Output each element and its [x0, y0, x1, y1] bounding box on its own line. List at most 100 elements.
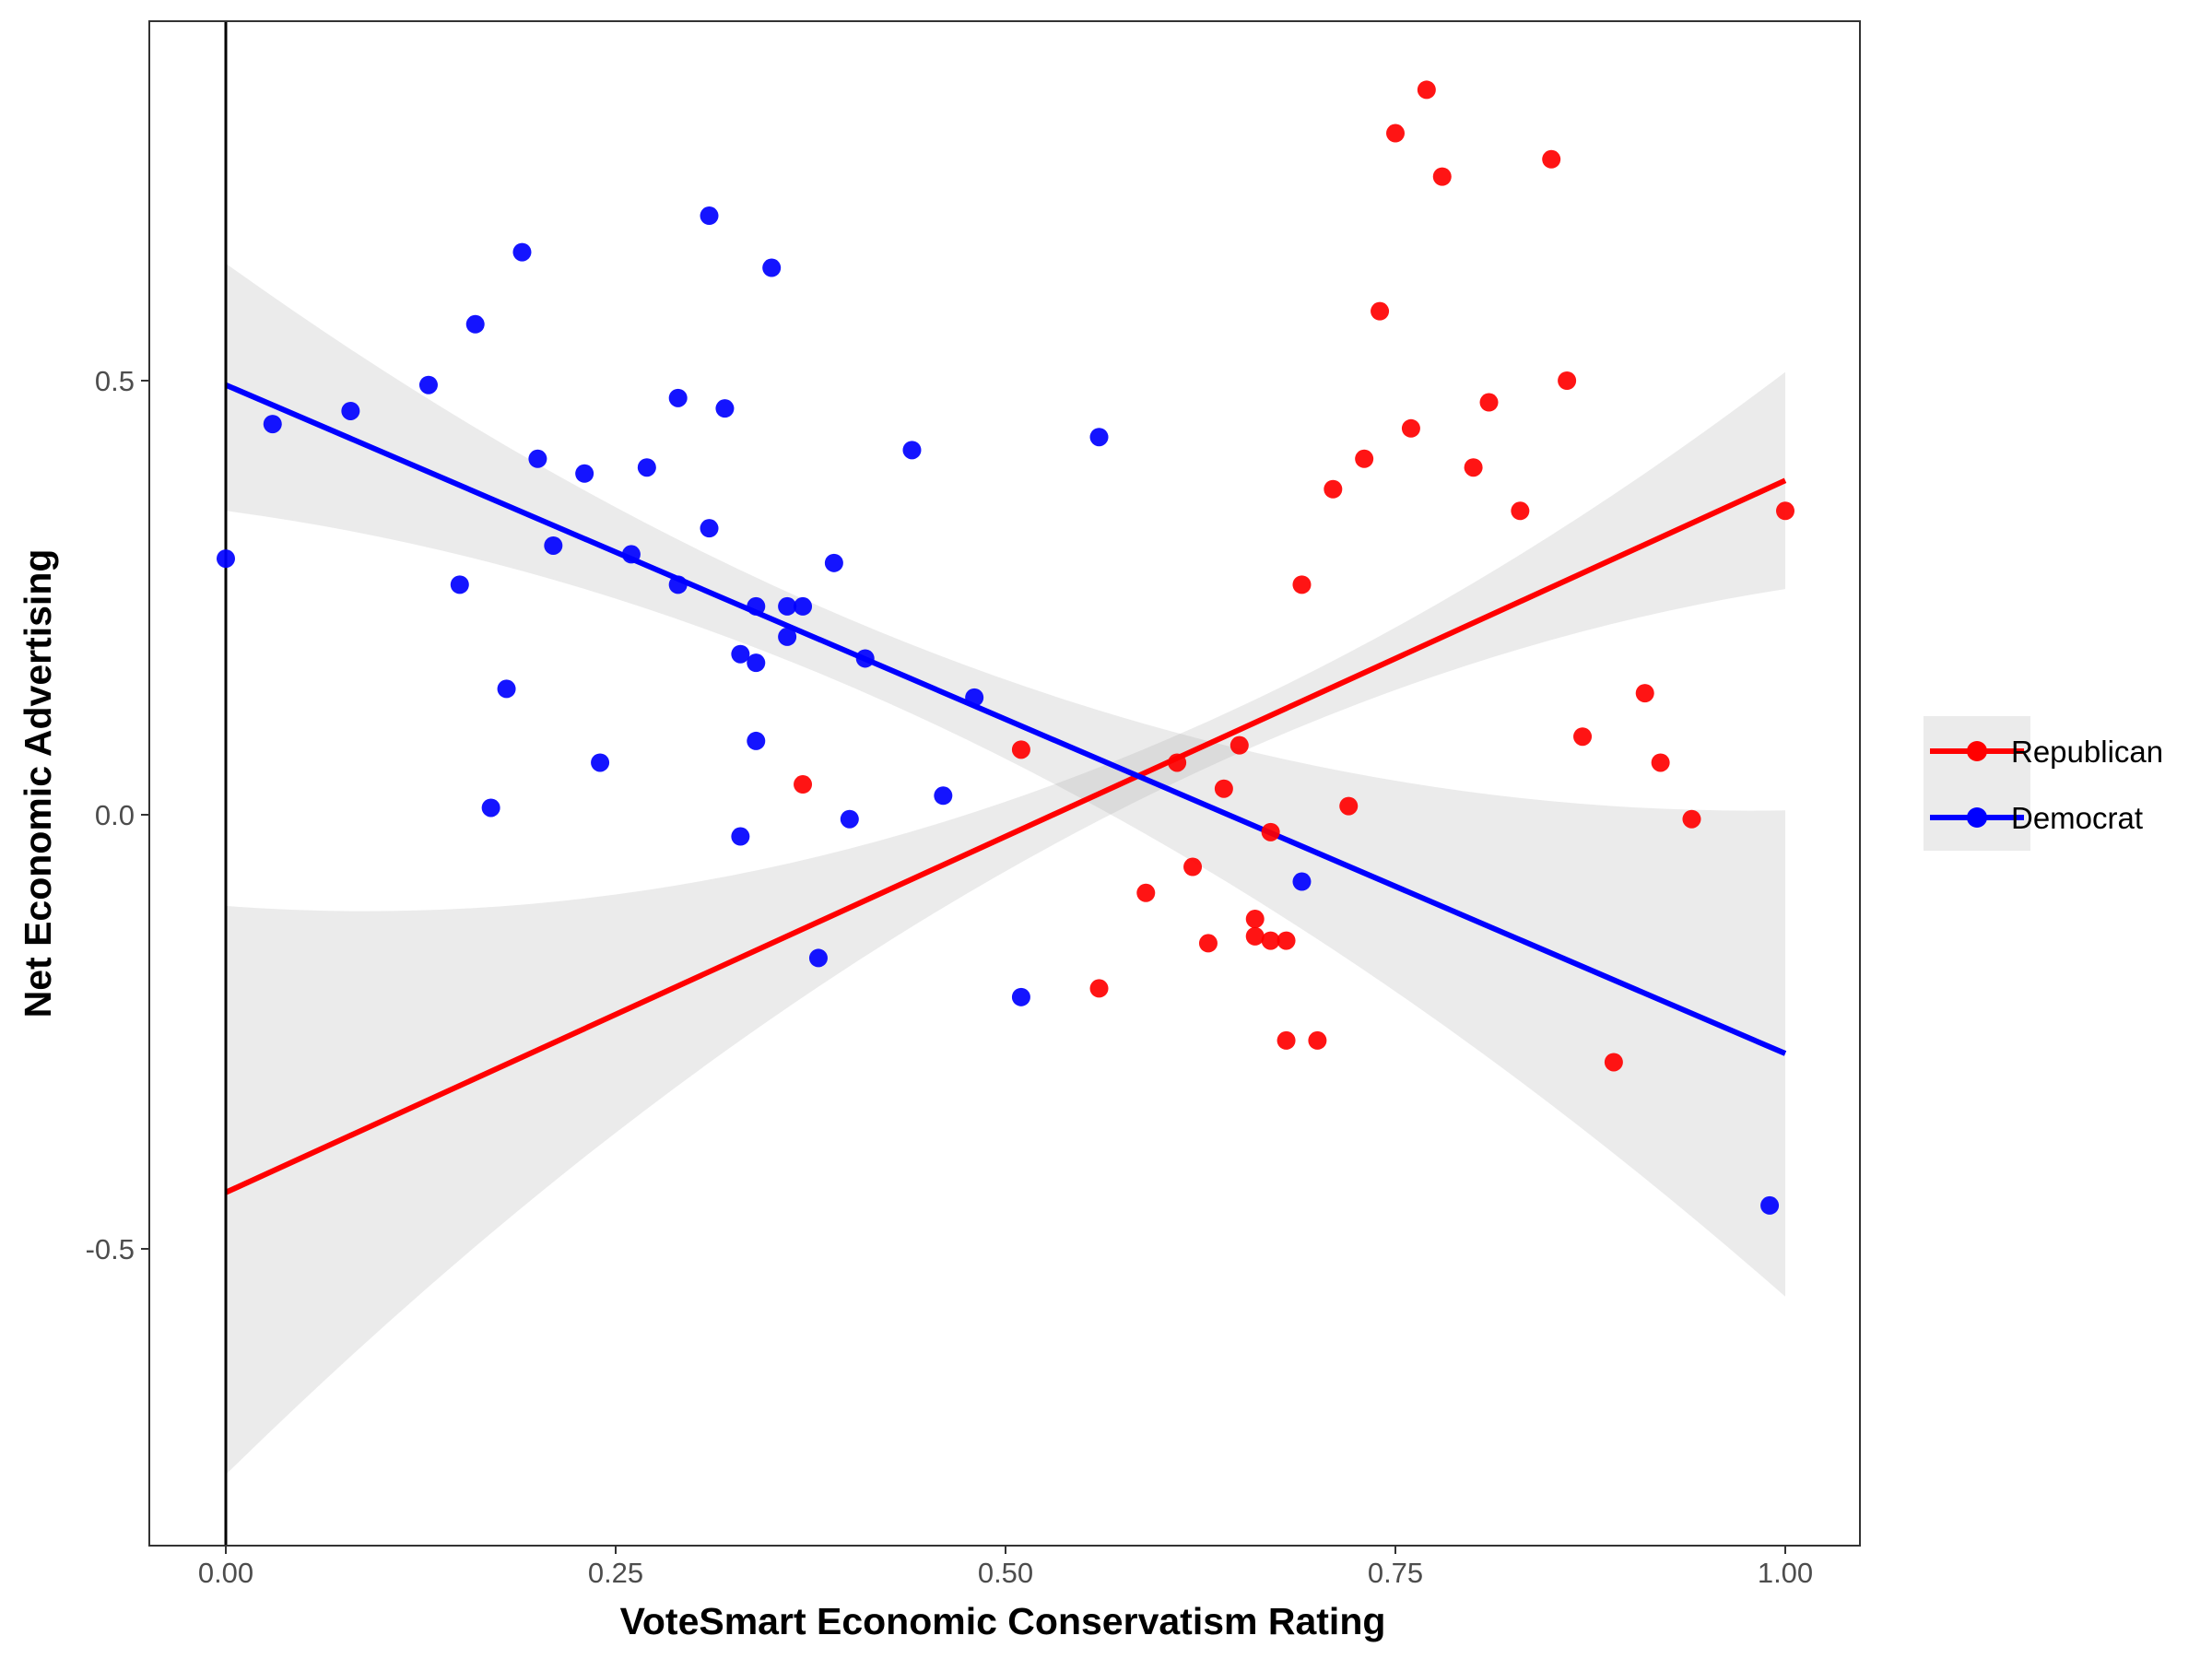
data-point-democrat	[497, 679, 516, 699]
x-tick-label: 0.50	[978, 1557, 1033, 1589]
data-point-democrat	[544, 535, 563, 555]
legend-dot-republican	[1967, 741, 1987, 761]
data-point-republican	[1573, 727, 1593, 747]
data-point-republican	[1230, 735, 1249, 755]
data-point-republican	[1245, 926, 1265, 946]
data-point-republican	[1432, 167, 1452, 186]
data-point-republican	[1292, 575, 1312, 594]
data-point-democrat	[715, 399, 735, 418]
y-tick-label: -0.5	[86, 1233, 135, 1265]
data-point-democrat	[902, 441, 922, 460]
data-point-democrat	[450, 575, 469, 594]
data-point-democrat	[700, 206, 719, 226]
data-point-democrat	[1292, 872, 1312, 891]
data-point-republican	[1386, 124, 1405, 143]
data-point-democrat	[747, 731, 766, 750]
data-point-democrat	[575, 464, 594, 483]
legend-key-background	[1924, 716, 2030, 851]
data-point-republican	[1168, 753, 1187, 772]
data-point-democrat	[528, 449, 547, 468]
data-point-republican	[1511, 501, 1530, 521]
x-tick-label: 0.25	[588, 1557, 643, 1589]
y-axis-ticks: 0.5 0.0 -0.5	[86, 365, 149, 1265]
x-axis-title: VoteSmart Economic Conservatism Rating	[620, 1600, 1386, 1642]
data-point-republican	[1558, 371, 1577, 390]
data-point-republican	[1682, 809, 1701, 829]
legend: Republican Democrat	[1924, 716, 2163, 851]
x-tick-label: 0.75	[1368, 1557, 1423, 1589]
data-point-democrat	[668, 575, 688, 594]
data-point-democrat	[1089, 428, 1109, 447]
data-point-republican	[1339, 796, 1359, 816]
data-point-democrat	[762, 258, 782, 277]
data-points	[217, 80, 1794, 1215]
data-point-republican	[1261, 931, 1280, 950]
y-axis-title: Net Economic Advertising	[17, 549, 59, 1018]
legend-dot-democrat	[1967, 807, 1987, 828]
data-point-republican	[1635, 684, 1654, 703]
data-point-republican	[1011, 740, 1030, 759]
data-point-democrat	[1760, 1195, 1780, 1215]
data-point-democrat	[731, 827, 750, 846]
data-point-republican	[1479, 393, 1499, 412]
data-point-republican	[1308, 1030, 1327, 1050]
data-point-republican	[1183, 857, 1203, 877]
data-point-democrat	[700, 519, 719, 538]
data-point-republican	[1214, 779, 1233, 798]
data-point-democrat	[1011, 987, 1030, 1006]
data-point-democrat	[341, 401, 360, 420]
data-point-republican	[1089, 979, 1109, 998]
data-point-republican	[1136, 883, 1156, 902]
data-point-democrat	[794, 596, 813, 616]
fit-lines	[224, 382, 1787, 1195]
data-point-democrat	[731, 644, 750, 664]
data-point-democrat	[778, 627, 797, 646]
y-tick-label: 0.0	[95, 799, 135, 831]
data-point-democrat	[591, 753, 610, 772]
data-point-democrat	[965, 688, 984, 707]
data-point-republican	[1371, 301, 1390, 321]
data-point-democrat	[824, 553, 843, 572]
data-point-democrat	[481, 798, 500, 818]
data-point-republican	[1401, 418, 1420, 438]
data-point-republican	[1542, 149, 1561, 169]
x-axis-ticks: 0.00 0.25 0.50 0.75 1.00	[198, 1546, 1813, 1589]
data-point-democrat	[217, 549, 235, 569]
data-point-democrat	[621, 545, 641, 564]
data-point-democrat	[840, 809, 859, 829]
confidence-band-democrat	[226, 263, 1785, 1297]
data-point-republican	[1651, 753, 1670, 772]
data-point-republican	[1776, 501, 1794, 521]
data-point-democrat	[637, 458, 656, 477]
x-tick-label: 1.00	[1758, 1557, 1813, 1589]
fit-line-republican	[224, 477, 1787, 1195]
data-point-democrat	[747, 653, 766, 673]
fit-line-democrat	[224, 382, 1787, 1056]
data-point-republican	[1198, 934, 1218, 953]
data-point-democrat	[747, 596, 766, 616]
legend-label-democrat: Democrat	[2011, 801, 2143, 835]
data-point-republican	[794, 775, 813, 794]
data-point-republican	[1277, 931, 1296, 950]
data-point-democrat	[418, 375, 438, 394]
data-point-democrat	[263, 415, 282, 434]
data-point-republican	[1417, 80, 1436, 100]
data-point-republican	[1604, 1053, 1623, 1072]
confidence-band-republican	[226, 371, 1785, 1475]
data-point-republican	[1355, 449, 1374, 468]
data-point-democrat	[465, 314, 485, 334]
confidence-bands	[226, 263, 1785, 1475]
data-point-republican	[1277, 1030, 1296, 1050]
data-point-democrat	[934, 786, 953, 806]
data-point-republican	[1464, 458, 1483, 477]
x-tick-label: 0.00	[198, 1557, 253, 1589]
y-tick-label: 0.5	[95, 365, 135, 397]
data-point-democrat	[808, 948, 828, 968]
data-point-republican	[1261, 822, 1280, 841]
data-point-democrat	[512, 242, 532, 262]
legend-label-republican: Republican	[2011, 735, 2163, 769]
data-point-republican	[1324, 479, 1343, 499]
data-point-democrat	[668, 388, 688, 407]
